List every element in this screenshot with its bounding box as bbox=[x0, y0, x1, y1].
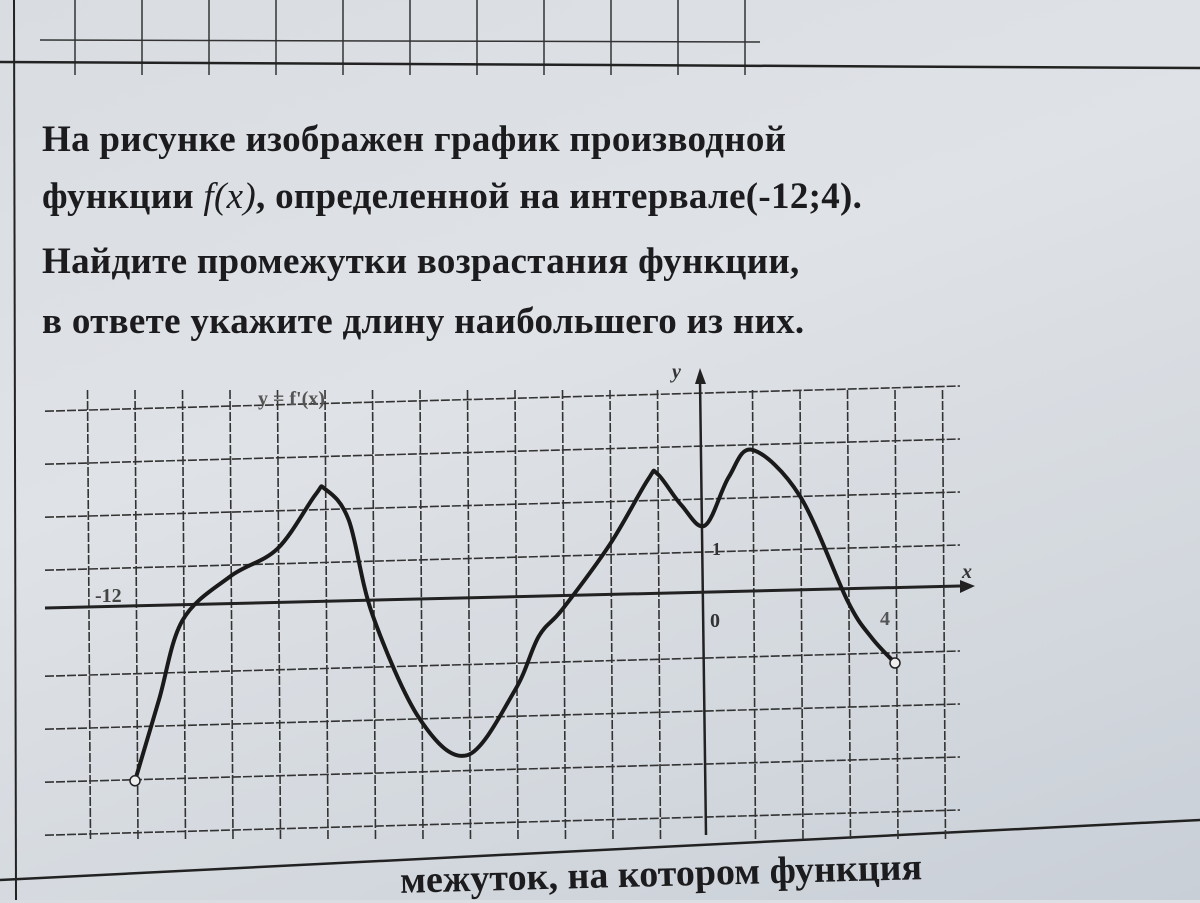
x-axis bbox=[44, 584, 961, 610]
text: , определенной на интервале(-12;4). bbox=[255, 176, 863, 217]
divider-bottom bbox=[0, 818, 1200, 882]
divider-top bbox=[0, 60, 1200, 70]
grid-line-vertical bbox=[134, 389, 139, 841]
grid-line-horizontal bbox=[44, 385, 961, 412]
grid-line-vertical bbox=[86, 389, 92, 841]
x-axis-label: x bbox=[961, 561, 972, 583]
tick-label-origin: 0 bbox=[710, 610, 720, 632]
grid-line-vertical bbox=[419, 389, 424, 841]
endpoint-end bbox=[889, 657, 901, 669]
tick-label-x-start: -12 bbox=[95, 585, 122, 607]
function-notation: f(x) bbox=[203, 176, 256, 217]
grid-line-vertical bbox=[799, 389, 804, 841]
grid-line-horizontal bbox=[44, 491, 961, 518]
y-axis bbox=[698, 379, 708, 836]
tick-label-y-unit: 1 bbox=[712, 539, 721, 559]
problem-line-2: функции f(x), определенной на интервале(… bbox=[42, 175, 862, 218]
derivative-curve bbox=[133, 447, 897, 783]
grid-line-vertical bbox=[466, 389, 472, 841]
grid-line-horizontal bbox=[44, 544, 961, 571]
grid-line-vertical bbox=[751, 389, 757, 841]
grid-line-horizontal bbox=[44, 756, 961, 783]
problem-line-3: Найдите промежутки возрастания функции, bbox=[42, 241, 800, 282]
grid-line-horizontal bbox=[39, 39, 761, 43]
grid-line-vertical bbox=[561, 389, 567, 841]
problem-line-1: На рисунке изображен график производной bbox=[42, 119, 787, 160]
tick-label-x-end: 4 bbox=[880, 608, 890, 630]
grid-line-vertical bbox=[894, 389, 899, 841]
chart-title: y = f'(x) bbox=[258, 388, 325, 410]
endpoint-start bbox=[129, 775, 141, 787]
grid-line-vertical bbox=[229, 389, 234, 841]
grid-line-horizontal bbox=[44, 650, 961, 677]
grid-line-vertical bbox=[846, 389, 852, 841]
y-axis-label: y bbox=[670, 361, 681, 383]
y-axis-arrow-icon bbox=[695, 368, 706, 384]
grid-line-vertical bbox=[324, 389, 329, 841]
grid bbox=[44, 385, 961, 841]
problem-line-4: в ответе укажите длину наибольшего из ни… bbox=[42, 301, 805, 342]
grid-line-horizontal bbox=[44, 703, 961, 730]
grid-line-horizontal bbox=[44, 809, 961, 836]
grid-line-vertical bbox=[276, 389, 282, 841]
x-axis-arrow-icon bbox=[960, 580, 975, 593]
grid-line-horizontal bbox=[44, 438, 961, 465]
grid-line-vertical bbox=[609, 389, 614, 841]
text: функции bbox=[42, 176, 204, 217]
grid-line-vertical bbox=[941, 389, 947, 841]
grid-line-vertical bbox=[656, 389, 662, 841]
divider-left bbox=[13, 0, 17, 900]
grid-line-vertical bbox=[514, 389, 519, 841]
previous-problem-grid bbox=[39, 0, 761, 75]
